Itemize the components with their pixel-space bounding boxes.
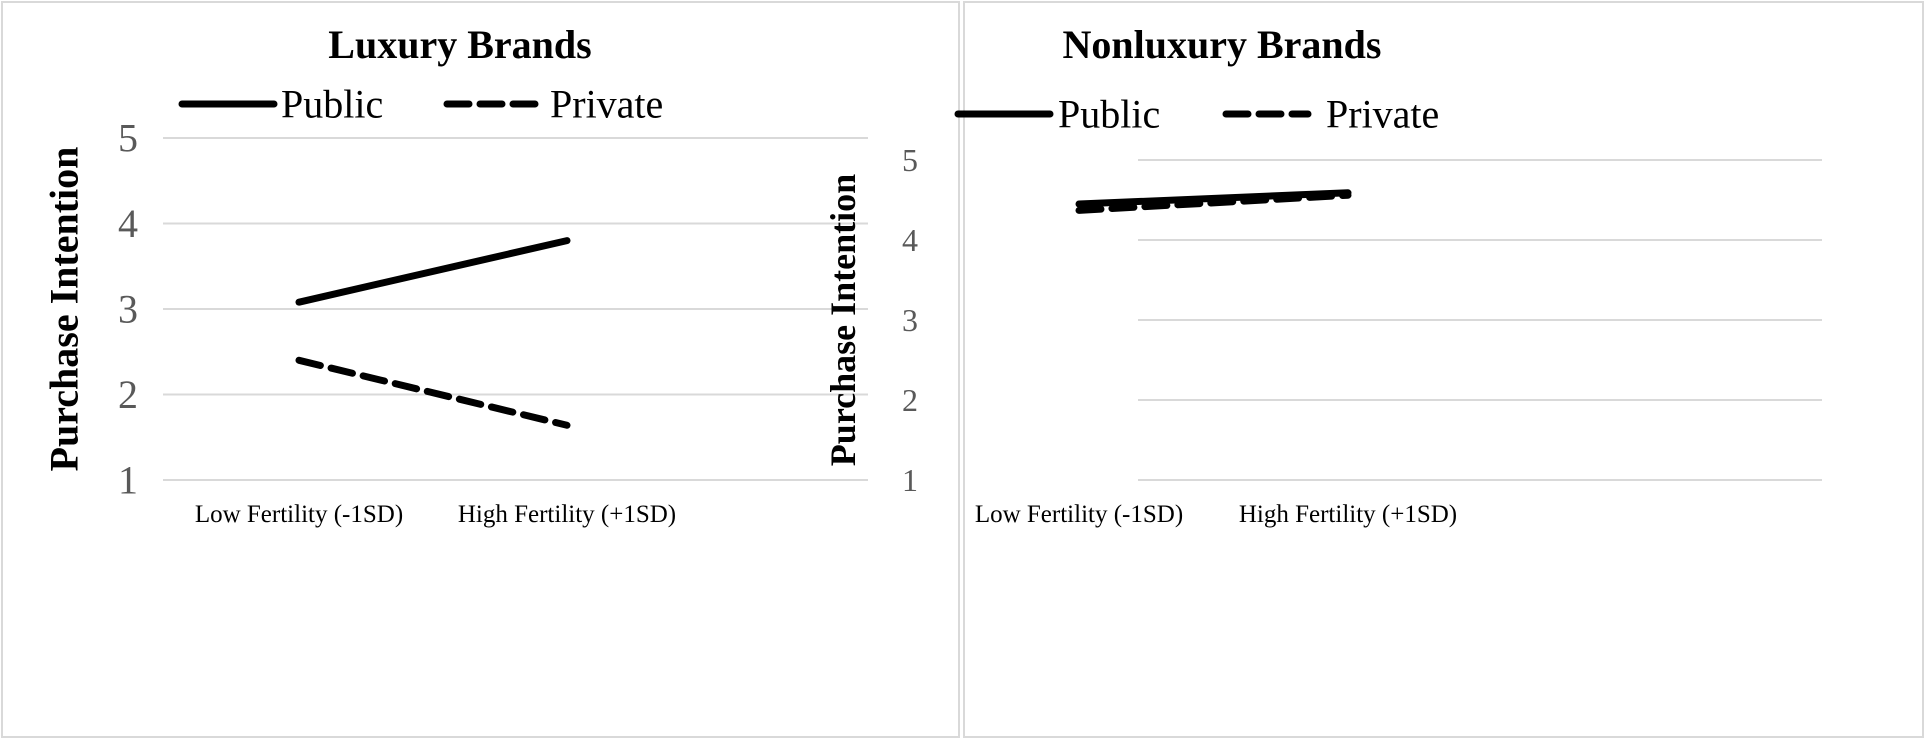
panel-frame xyxy=(1,1,960,738)
legend-label-private: Private xyxy=(1326,92,1439,137)
y-tick-label: 4 xyxy=(118,201,138,246)
y-tick-label: 4 xyxy=(902,222,918,258)
y-tick-label: 3 xyxy=(902,302,918,338)
series-line-public xyxy=(295,237,571,306)
y-axis-label: Purchase Intention xyxy=(42,147,87,472)
y-axis-label: Purchase Intention xyxy=(823,174,863,466)
legend-label-private: Private xyxy=(550,82,663,127)
x-tick-label: High Fertility (+1SD) xyxy=(1239,501,1457,528)
y-tick-label: 3 xyxy=(118,287,138,332)
legend-label-public: Public xyxy=(1058,92,1160,137)
y-tick-label: 5 xyxy=(902,142,918,178)
y-tick-label: 2 xyxy=(902,382,918,418)
x-tick-label: High Fertility (+1SD) xyxy=(458,501,676,528)
y-tick-label: 1 xyxy=(118,458,138,503)
y-tick-label: 5 xyxy=(118,116,138,161)
y-tick-label: 1 xyxy=(902,462,918,498)
chart-title: Luxury Brands xyxy=(328,22,591,67)
chart-panel-2: 1 2 3 4 5 Low Fertility (-1SD) High Fertility … xyxy=(823,1,1924,738)
panel-frame xyxy=(963,1,1924,738)
chart-title: Nonluxury Brands xyxy=(1063,22,1382,67)
series-line-private xyxy=(1075,191,1352,214)
chart-panel-1: 1 2 3 4 5 Low Fertility (-1SD) High Fertility … xyxy=(1,1,960,738)
series-line-private xyxy=(295,356,571,429)
legend-label-public: Public xyxy=(281,82,383,127)
x-tick-label: Low Fertility (-1SD) xyxy=(975,501,1183,528)
y-tick-label: 2 xyxy=(118,372,138,417)
x-tick-label: Low Fertility (-1SD) xyxy=(195,501,403,528)
series-line-public xyxy=(1075,189,1352,208)
